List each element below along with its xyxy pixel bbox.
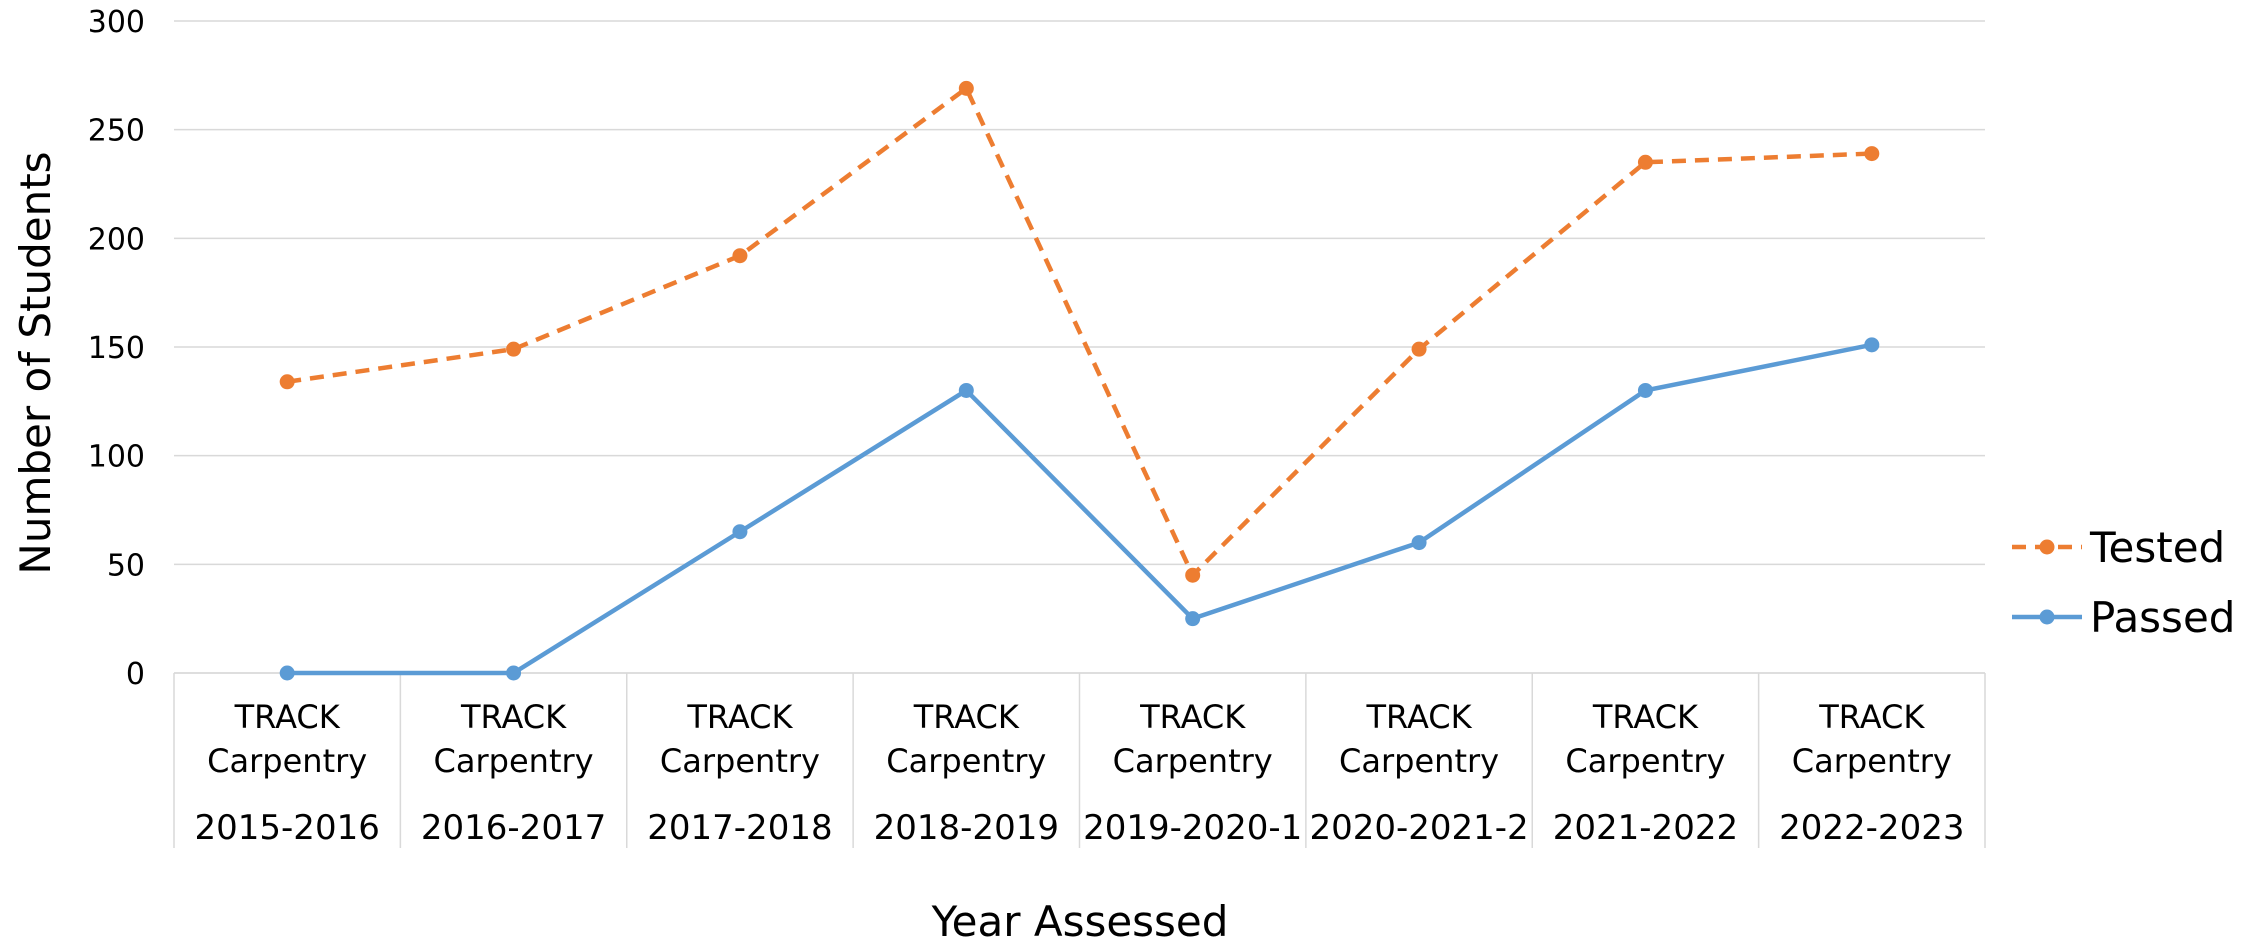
data-point-tested <box>1185 568 1200 583</box>
x-category-label: Carpentry <box>1565 742 1725 780</box>
data-point-tested <box>1864 146 1879 161</box>
x-category-label: TRACK <box>686 698 793 736</box>
x-year-label: 2017-2018 <box>647 808 832 848</box>
x-category-label: Carpentry <box>434 742 594 780</box>
x-year-label: 2016-2017 <box>421 808 606 848</box>
x-category-label: TRACK <box>913 698 1020 736</box>
x-year-label: 2015-2016 <box>195 808 380 848</box>
series-lines <box>280 81 1880 681</box>
data-point-tested <box>1638 155 1653 170</box>
x-year-label: 2020-2021-2 <box>1309 808 1528 848</box>
y-tick-label: 150 <box>88 331 145 366</box>
x-category-label: Carpentry <box>660 742 820 780</box>
data-point-tested <box>280 374 295 389</box>
x-year-label: 2019-2020-1 <box>1083 808 1302 848</box>
x-category-label: TRACK <box>1139 698 1246 736</box>
x-axis: TRACK Carpentry 2015-2016 TRACK Carpentry 201… <box>174 673 1985 848</box>
data-point-passed <box>959 383 974 398</box>
y-axis-title: Number of Students <box>11 151 60 574</box>
data-point-passed <box>1638 383 1653 398</box>
data-point-passed <box>1185 611 1200 626</box>
y-tick-label: 250 <box>88 114 145 149</box>
series-line-passed <box>287 345 1872 673</box>
legend-label-passed: Passed <box>2090 593 2235 642</box>
x-category-label: TRACK <box>234 698 341 736</box>
x-category-label: Carpentry <box>886 742 1046 780</box>
y-tick-label: 100 <box>88 440 145 475</box>
data-point-passed <box>1412 535 1427 550</box>
x-category-label: TRACK <box>1592 698 1699 736</box>
data-point-tested <box>1412 342 1427 357</box>
x-category-label: TRACK <box>1818 698 1925 736</box>
y-tick-label: 300 <box>88 5 145 40</box>
x-category-label: Carpentry <box>1339 742 1499 780</box>
x-year-label: 2021-2022 <box>1553 808 1738 848</box>
y-tick-label: 200 <box>88 222 145 257</box>
y-axis-ticks: 0 50 100 150 200 250 300 <box>88 5 145 692</box>
x-category-label: TRACK <box>460 698 567 736</box>
data-point-passed <box>1864 337 1879 352</box>
legend-marker-passed <box>2040 610 2055 625</box>
data-point-tested <box>959 81 974 96</box>
x-year-label: 2022-2023 <box>1779 808 1964 848</box>
y-tick-label: 0 <box>126 657 145 692</box>
data-point-passed <box>506 666 521 681</box>
legend: Tested Passed <box>2012 523 2235 642</box>
x-axis-title: Year Assessed <box>931 897 1229 943</box>
x-category-label: Carpentry <box>1792 742 1952 780</box>
x-category-label: Carpentry <box>1113 742 1273 780</box>
legend-label-tested: Tested <box>2089 523 2225 572</box>
x-category-label: TRACK <box>1365 698 1472 736</box>
gridlines <box>174 21 1985 673</box>
data-point-tested <box>732 248 747 263</box>
legend-marker-tested <box>2040 540 2055 555</box>
data-point-passed <box>732 524 747 539</box>
y-tick-label: 50 <box>107 548 145 583</box>
x-year-label: 2018-2019 <box>874 808 1059 848</box>
data-point-tested <box>506 342 521 357</box>
x-category-label: Carpentry <box>207 742 367 780</box>
data-point-passed <box>280 666 295 681</box>
